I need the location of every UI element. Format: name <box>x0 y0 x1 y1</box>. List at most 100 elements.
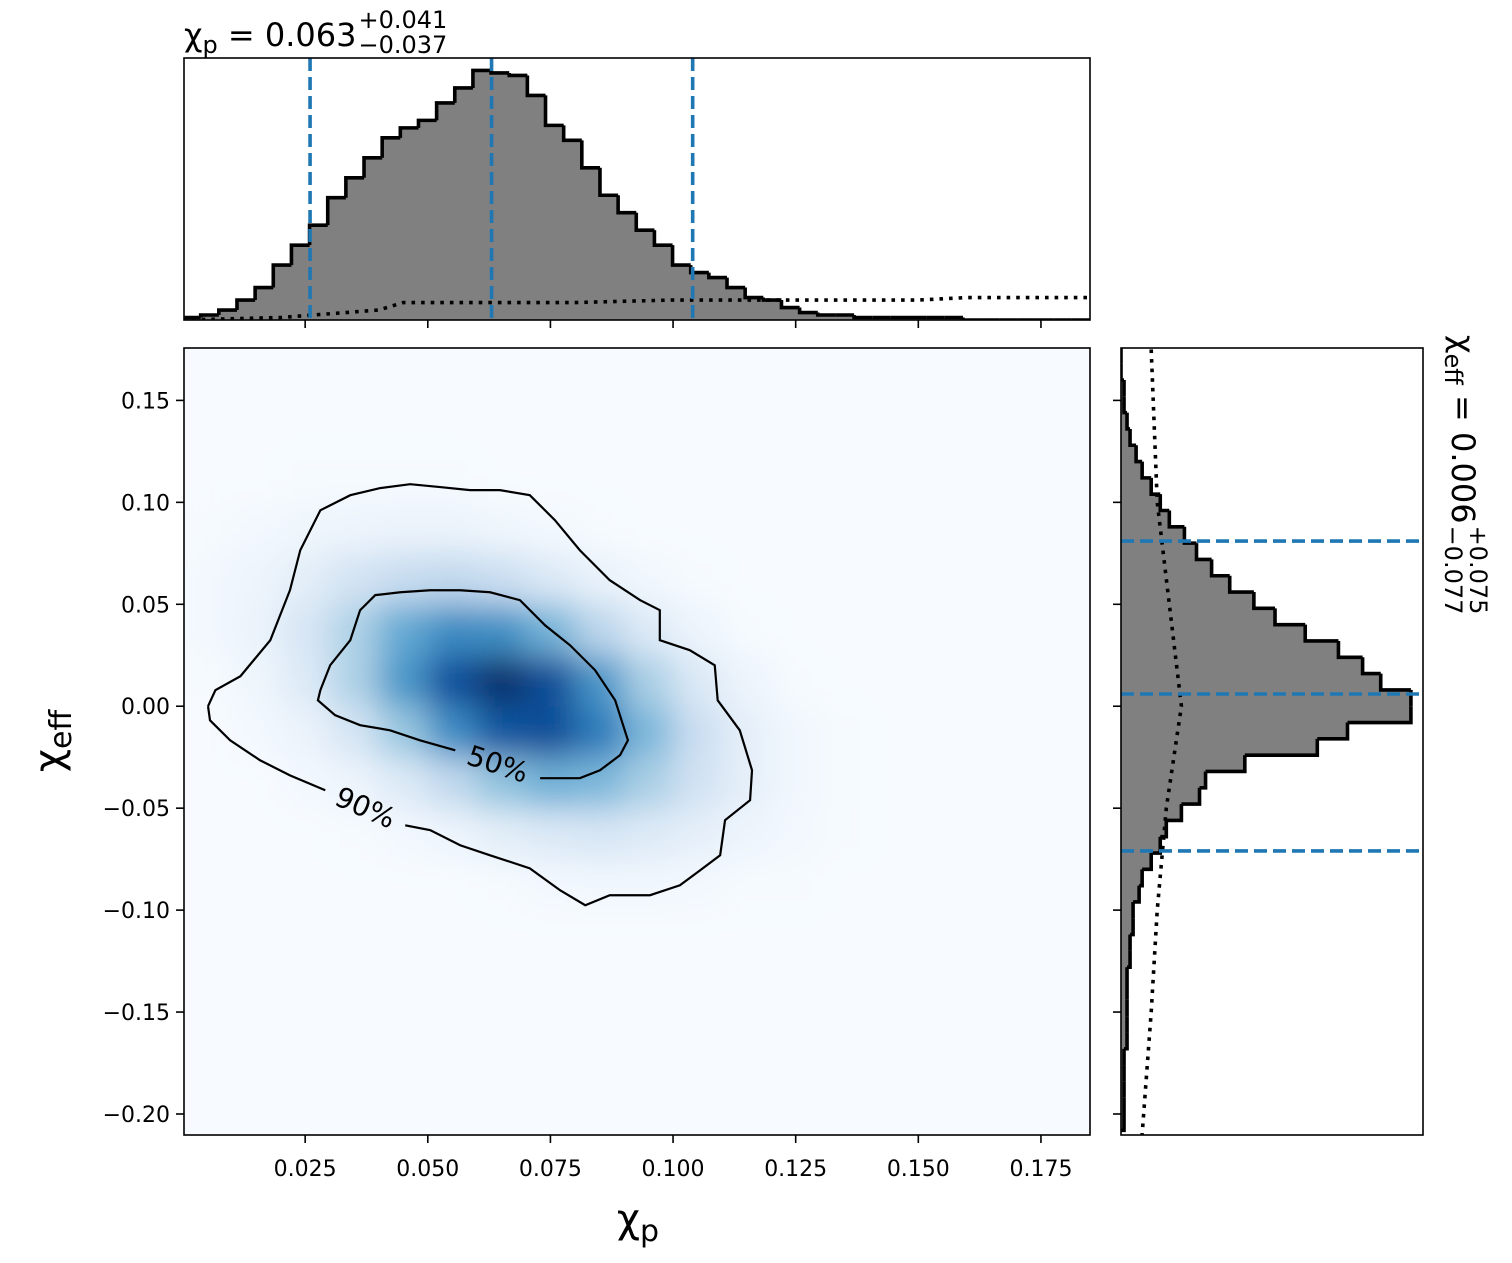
density-cell <box>525 655 576 707</box>
density-cell <box>722 961 772 1013</box>
histogram-outline <box>670 245 691 267</box>
density-cell <box>476 706 527 758</box>
density-cell <box>378 961 429 1013</box>
density-cell <box>1016 706 1066 758</box>
density-cell <box>574 757 625 809</box>
histogram-bar <box>636 230 655 320</box>
density-cell <box>771 910 821 962</box>
density-cell <box>918 604 968 656</box>
histogram-outline <box>1142 853 1153 872</box>
histogram-bar <box>1121 1032 1128 1050</box>
density-cell <box>1016 502 1066 554</box>
histogram-outline <box>1166 804 1184 823</box>
density-cell <box>820 604 870 656</box>
density-cell <box>722 859 772 911</box>
density-cell <box>722 451 772 503</box>
density-cell <box>1016 859 1066 911</box>
density-cell <box>820 451 870 503</box>
density-cells <box>184 349 1066 1115</box>
density-cell <box>869 655 919 707</box>
density-cell <box>771 553 821 605</box>
y-tick-label: −0.05 <box>103 797 170 822</box>
histogram-bar <box>273 265 292 320</box>
density-cell <box>918 400 968 452</box>
histogram-outline <box>852 315 873 320</box>
histogram-outline <box>580 140 600 170</box>
density-cell <box>673 1063 723 1115</box>
histogram-bar <box>364 157 383 320</box>
density-cell <box>673 757 723 809</box>
density-cell <box>574 910 625 962</box>
axis-label: χeff <box>26 709 79 773</box>
histogram-outline <box>961 317 982 320</box>
density-cell <box>918 961 968 1013</box>
y-tick-label: −0.10 <box>103 899 170 924</box>
label-symbol: χ <box>26 749 72 772</box>
density-cell <box>869 400 919 452</box>
histogram-outline <box>217 308 237 316</box>
x-tick-label: 0.025 <box>274 1157 337 1182</box>
density-cell <box>525 400 576 452</box>
density-cell <box>673 349 723 401</box>
histogram-bar <box>1121 999 1128 1017</box>
histogram-bar <box>1121 543 1197 560</box>
density-cell <box>722 1063 772 1115</box>
histogram-bar <box>1121 640 1339 658</box>
density-cell <box>184 502 233 554</box>
density-cell <box>624 757 674 809</box>
histogram-outline <box>416 118 437 128</box>
histogram-bar <box>1121 820 1167 838</box>
density-cell <box>476 910 527 962</box>
density-cell <box>624 859 674 911</box>
density-cell <box>869 961 919 1013</box>
density-cell <box>525 961 576 1013</box>
histogram-outline <box>1360 657 1381 676</box>
density-cell <box>476 961 527 1013</box>
histogram-bar <box>1121 608 1276 626</box>
histogram-outline <box>507 72 528 78</box>
histogram-outline <box>184 315 201 320</box>
density-cell <box>574 808 625 860</box>
density-cell <box>673 451 723 503</box>
histogram-bar <box>1121 804 1182 821</box>
density-cell <box>869 502 919 554</box>
density-cell <box>574 553 625 605</box>
density-cell <box>771 502 821 554</box>
density-cell <box>574 706 625 758</box>
density-cell <box>967 910 1017 962</box>
density-cell <box>771 604 821 656</box>
histogram-outline <box>1124 1032 1129 1051</box>
density-cell <box>918 655 968 707</box>
density-cell <box>378 655 429 707</box>
density-cell <box>771 757 821 809</box>
histogram-outline <box>1199 771 1208 790</box>
density-cell <box>967 451 1017 503</box>
density-cell <box>673 400 723 452</box>
histogram-bar <box>835 315 855 320</box>
histogram-bar <box>1121 1016 1128 1033</box>
histogram-bar <box>690 272 710 320</box>
density-cell <box>673 553 723 605</box>
density-cell <box>231 706 282 758</box>
x-tick-label: 0.150 <box>887 1157 950 1182</box>
histogram-bar <box>309 225 329 320</box>
density-cell <box>869 859 919 911</box>
density-cell <box>280 451 331 503</box>
density-cell <box>476 553 527 605</box>
histogram-bar <box>1121 706 1411 723</box>
x-tick-label: 0.050 <box>396 1157 459 1182</box>
density-cell <box>673 1012 723 1064</box>
histogram-outline <box>652 230 673 247</box>
title-subscript: eff <box>1439 353 1467 385</box>
histogram-bar <box>1121 885 1140 903</box>
histogram-outline <box>1205 755 1247 774</box>
density-cell <box>280 706 331 758</box>
density-cell <box>918 553 968 605</box>
density-cell <box>427 349 478 401</box>
density-cell <box>722 502 772 554</box>
density-cell <box>427 1012 478 1064</box>
density-cell <box>722 400 772 452</box>
y-tick-label: 0.05 <box>121 593 170 618</box>
density-cell <box>427 910 478 962</box>
